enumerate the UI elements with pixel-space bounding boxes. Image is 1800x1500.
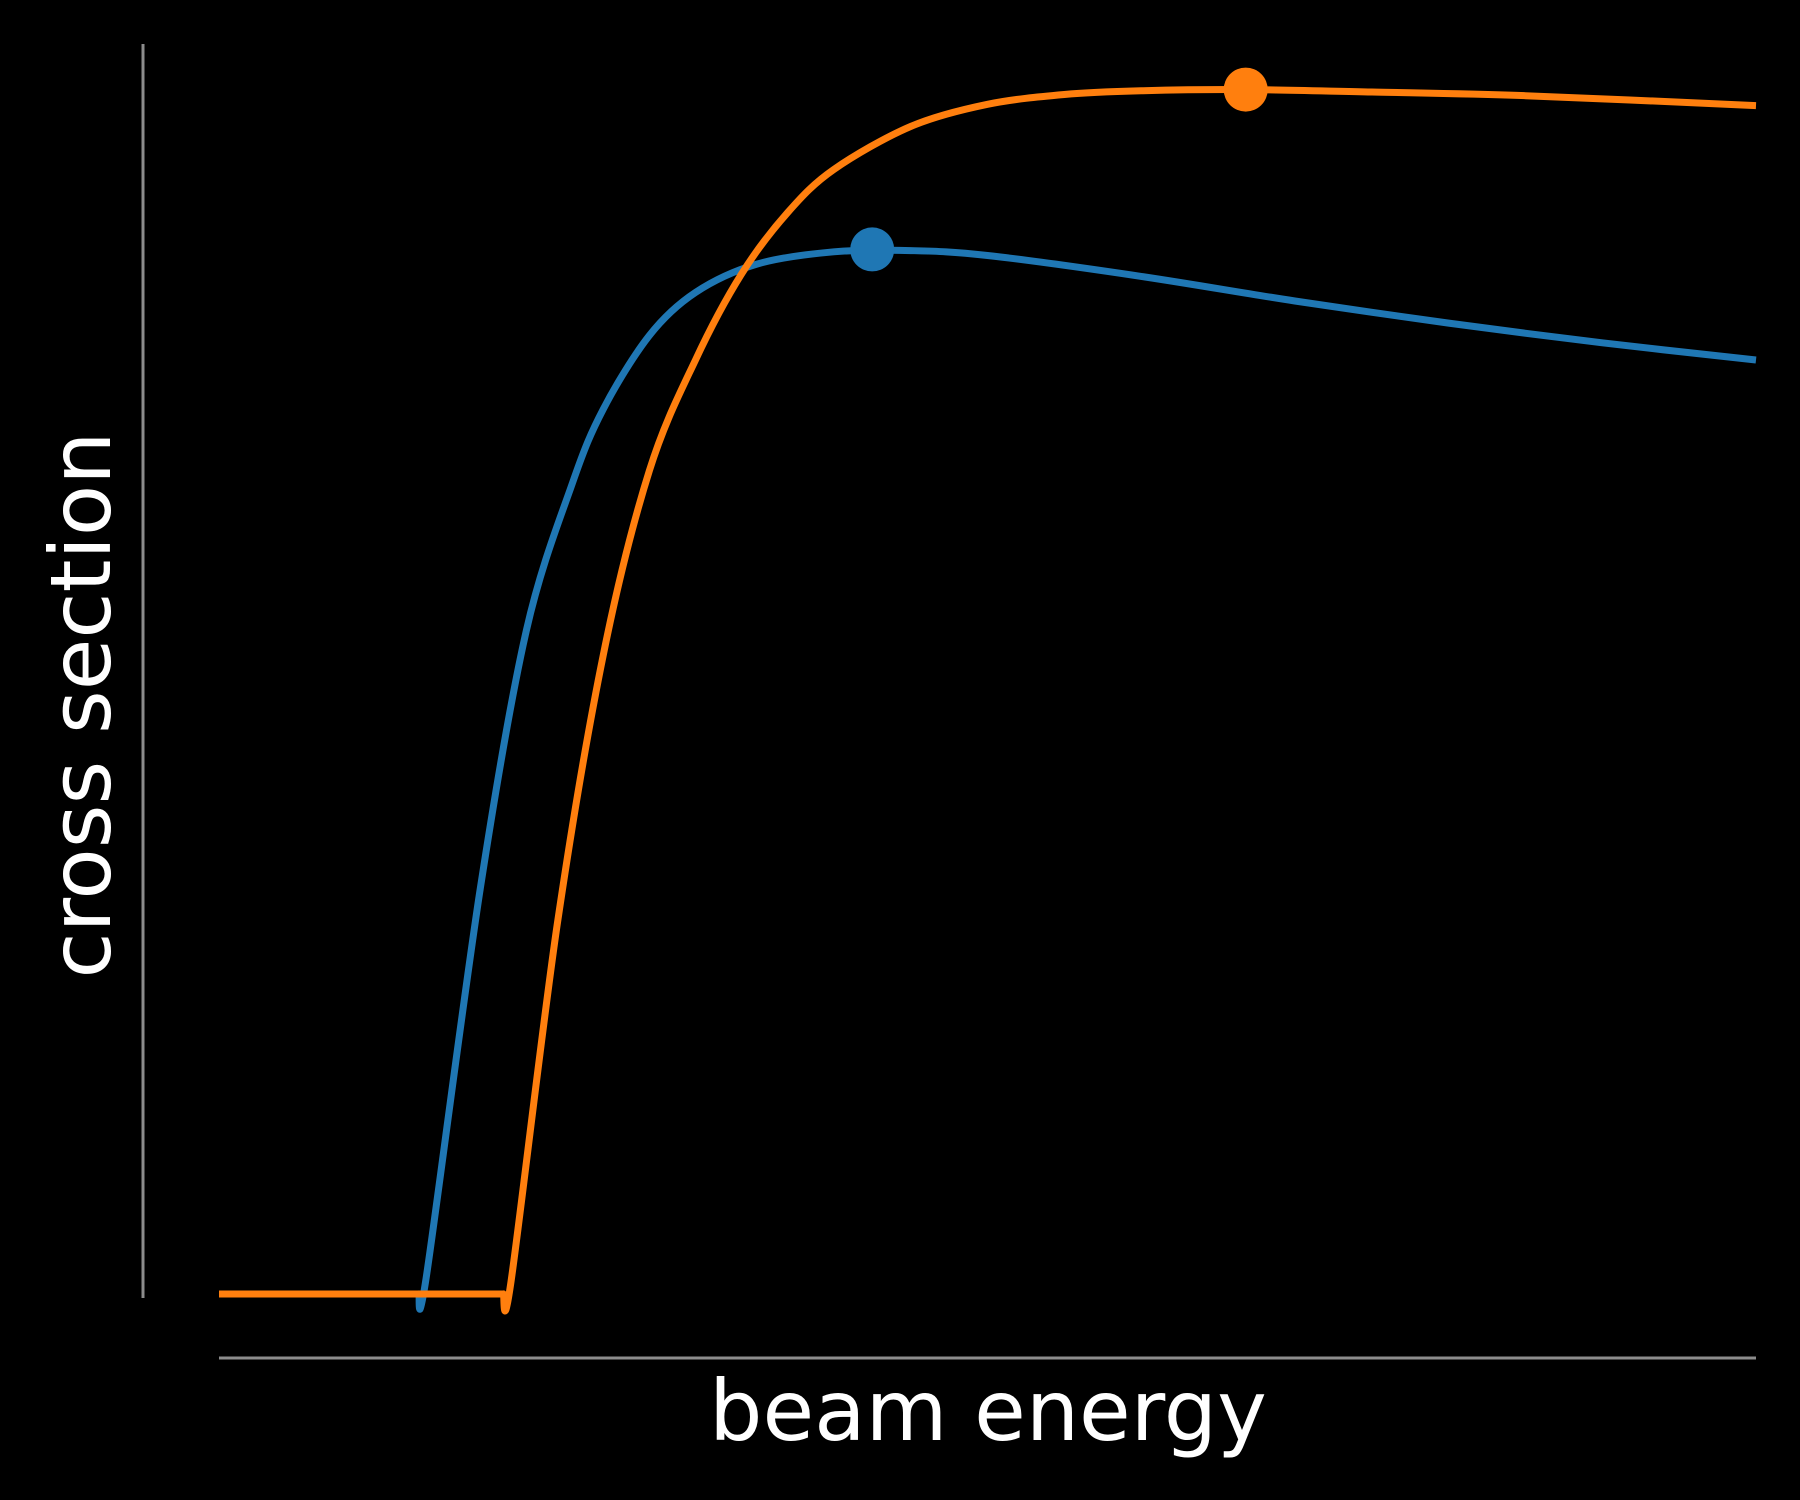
- peak-marker-2: [1223, 67, 1268, 112]
- peak-marker-1: [850, 227, 895, 272]
- series-line-1: [219, 246, 1757, 1313]
- curves-layer: [219, 86, 1757, 1315]
- markers-layer: [850, 67, 1268, 272]
- y-axis-label: cross section: [32, 431, 130, 978]
- x-axis-label: beam energy: [709, 1362, 1267, 1460]
- series-line-2: [219, 86, 1757, 1315]
